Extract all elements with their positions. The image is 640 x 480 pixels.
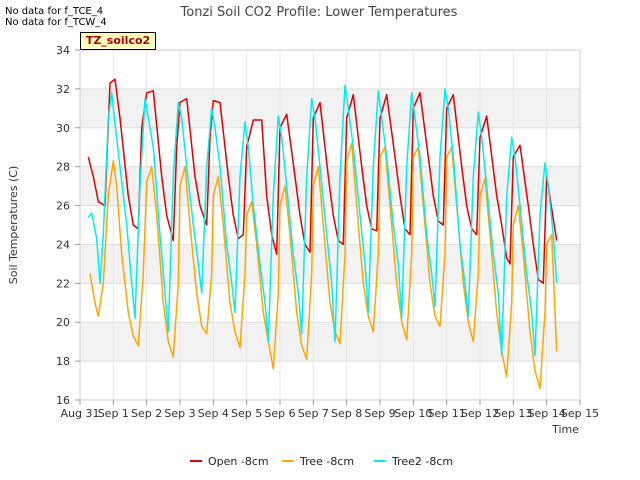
- grid-bands: [80, 88, 580, 362]
- x-tick-label: Sep 13: [494, 407, 532, 420]
- x-tick-label: Sep 1: [98, 407, 129, 420]
- chart-title: Tonzi Soil CO2 Profile: Lower Temperatur…: [180, 5, 458, 20]
- y-tick-label: 18: [56, 355, 70, 368]
- y-tick-label: 30: [56, 122, 70, 135]
- x-tick-label: Aug 31: [61, 407, 100, 420]
- x-tick-label: Sep 9: [364, 407, 395, 420]
- series-layer: [87, 78, 558, 390]
- x-tick-label: Sep 8: [331, 407, 362, 420]
- x-tick-label: Sep 6: [264, 407, 295, 420]
- no-data-note-2: No data for f_TCW_4: [5, 17, 107, 28]
- y-tick-label: 32: [56, 83, 70, 96]
- series-line-0: [87, 78, 558, 285]
- x-tick-label: Sep 4: [198, 407, 229, 420]
- x-tick-label: Sep 10: [394, 407, 432, 420]
- y-tick-label: 34: [56, 44, 70, 57]
- x-tick-label: Sep 5: [231, 407, 262, 420]
- x-tick-label: Sep 7: [298, 407, 329, 420]
- legend-label-1: Tree -8cm: [299, 455, 354, 468]
- legend: Open -8cm Tree -8cm Tree2 -8cm: [190, 455, 453, 468]
- grid-band: [80, 88, 580, 128]
- y-tick-label: 24: [56, 238, 70, 251]
- x-axis-title: Time: [551, 423, 579, 436]
- y-tick-label: 28: [56, 161, 70, 174]
- y-tick-label: 16: [56, 394, 70, 407]
- series-line-2: [87, 84, 558, 357]
- no-data-note-1: No data for f_TCE_4: [5, 6, 104, 17]
- x-tick-label: Sep 12: [461, 407, 499, 420]
- x-tick-label: Sep 3: [164, 407, 195, 420]
- series-line-1: [89, 142, 558, 390]
- legend-label-0: Open -8cm: [208, 455, 269, 468]
- y-axis-ticks: 16 18 20 22 24 26 28 30 32 34: [56, 44, 80, 407]
- y-tick-label: 20: [56, 316, 70, 329]
- y-tick-label: 26: [56, 200, 70, 213]
- x-tick-label: Sep 14: [528, 407, 566, 420]
- x-tick-label: Sep 2: [131, 407, 162, 420]
- legend-label-2: Tree2 -8cm: [391, 455, 453, 468]
- y-tick-label: 22: [56, 277, 70, 290]
- x-tick-label: Sep 11: [428, 407, 466, 420]
- x-tick-label: Sep 15: [561, 407, 599, 420]
- y-axis-title: Soil Temperatures (C): [7, 166, 20, 285]
- grid-band: [80, 322, 580, 362]
- site-label-badge: TZ_soilco2: [80, 32, 156, 50]
- plot-border: [79, 49, 581, 401]
